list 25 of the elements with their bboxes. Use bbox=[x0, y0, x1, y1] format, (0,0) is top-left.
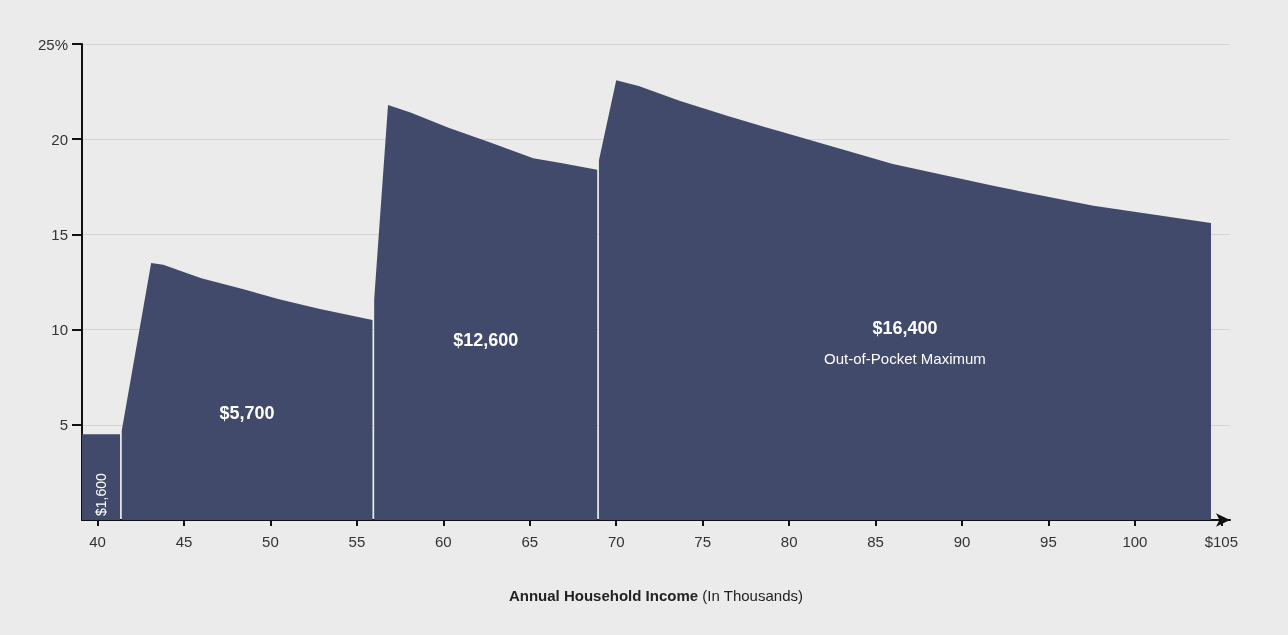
y-tick-label: 15 bbox=[51, 225, 68, 243]
x-tick-label: 90 bbox=[953, 533, 971, 550]
x-axis-title: Annual Household Income (In Thousands) bbox=[508, 587, 803, 604]
x-tick-label: 40 bbox=[89, 533, 106, 550]
annotation: Out-of-Pocket Maximum bbox=[824, 350, 986, 367]
x-tick-label: 80 bbox=[780, 533, 798, 550]
x-tick-label: 100 bbox=[1122, 533, 1148, 550]
x-tick-label: 75 bbox=[694, 533, 712, 550]
x-tick-label: 50 bbox=[262, 533, 279, 550]
x-tick-label: 55 bbox=[348, 533, 366, 550]
x-tick-label: 95 bbox=[1040, 533, 1057, 550]
y-tick-label: 20 bbox=[51, 130, 68, 148]
x-tick-label: 65 bbox=[521, 533, 539, 550]
annotation: $5,700 bbox=[219, 403, 275, 424]
annotation: $16,400 bbox=[872, 318, 938, 339]
annotation: $1,600 bbox=[93, 472, 110, 516]
x-tick-label: 60 bbox=[435, 533, 452, 550]
x-tick-label: $105 bbox=[1204, 533, 1239, 550]
x-tick-label: 45 bbox=[175, 533, 193, 550]
x-tick-label: 85 bbox=[867, 533, 884, 550]
y-tick-label: 25% bbox=[37, 35, 68, 53]
annotation: $12,600 bbox=[453, 329, 519, 350]
y-tick-label: 5 bbox=[59, 416, 68, 434]
x-tick-label: 70 bbox=[607, 533, 625, 550]
y-tick-label: 10 bbox=[51, 321, 68, 339]
